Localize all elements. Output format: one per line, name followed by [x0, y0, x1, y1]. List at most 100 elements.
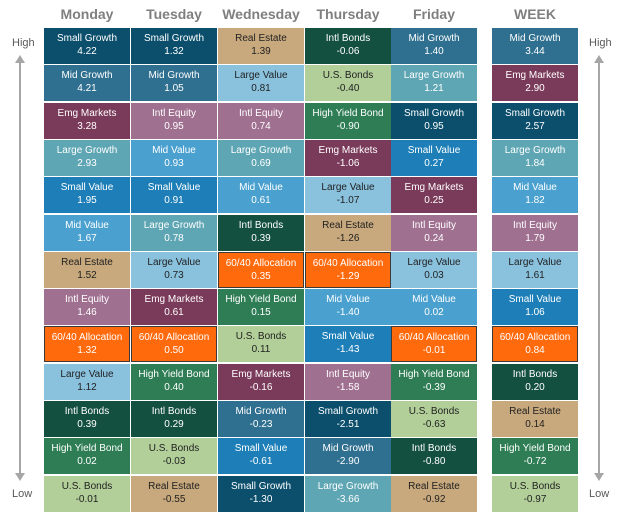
asset-return-value: 2.90 [525, 83, 545, 95]
asset-return-value: -1.40 [336, 307, 360, 319]
asset-cell: Intl Bonds 0.39 [218, 214, 304, 251]
asset-return-value: 0.61 [251, 195, 271, 207]
asset-name: Mid Growth [322, 443, 374, 455]
asset-return-value: 0.35 [251, 270, 271, 282]
asset-cell: Mid Value 0.02 [391, 289, 477, 326]
asset-cell: Emg Markets 3.28 [44, 102, 130, 139]
asset-return-value: -3.66 [336, 493, 360, 505]
asset-return-value: -0.16 [249, 381, 273, 393]
asset-return-value: 1.67 [77, 232, 97, 244]
asset-cell: Mid Value 0.93 [131, 139, 217, 176]
asset-return-value: 0.24 [424, 232, 444, 244]
asset-return-value: 4.22 [77, 46, 97, 57]
asset-return-value: -0.97 [523, 493, 547, 505]
asset-return-value: 2.93 [77, 157, 97, 169]
asset-return-value: 0.91 [164, 195, 184, 207]
low-label-left: Low [12, 488, 33, 500]
asset-name: Real Estate [322, 219, 374, 231]
asset-return-value: -1.43 [336, 344, 360, 356]
column-header: Wednesday [222, 6, 300, 22]
asset-cell: Mid Value 0.61 [218, 177, 304, 214]
asset-cell: Small Growth -1.30 [218, 475, 304, 512]
asset-name: Mid Value [65, 219, 109, 231]
asset-return-value: 0.25 [424, 195, 444, 207]
asset-cell: Small Growth 0.95 [391, 102, 477, 139]
asset-name: Emg Markets [318, 144, 378, 156]
asset-name: Mid Value [326, 294, 370, 306]
asset-name: Intl Bonds [151, 406, 197, 417]
asset-cell: Emg Markets 2.90 [492, 65, 578, 102]
column-header: Monday [60, 6, 114, 22]
asset-name: Large Growth [403, 70, 465, 82]
asset-cell: Mid Growth -2.90 [305, 438, 391, 475]
asset-cell: Intl Bonds -0.80 [391, 438, 477, 475]
asset-return-value: 0.78 [164, 232, 184, 244]
asset-return-value: -0.40 [336, 83, 360, 95]
asset-return-value: -1.29 [336, 270, 360, 282]
column-header: Tuesday [146, 6, 202, 22]
asset-return-value: 0.95 [164, 120, 184, 132]
asset-name: Small Value [407, 144, 461, 156]
asset-cell: 60/40 Allocation 0.50 [131, 326, 217, 363]
asset-name: 60/40 Allocation [499, 332, 571, 344]
arrow-up-icon [594, 55, 604, 63]
asset-return-value: -1.06 [336, 157, 360, 169]
asset-return-value: 1.52 [77, 269, 97, 281]
asset-return-value: -0.01 [422, 345, 446, 357]
asset-name: High Yield Bond [51, 443, 123, 455]
asset-cell: High Yield Bond 0.40 [131, 363, 217, 400]
asset-name: Small Value [321, 331, 375, 343]
asset-name: U.S. Bonds [408, 406, 460, 417]
asset-cell: Intl Equity 1.79 [492, 214, 578, 251]
asset-name: Emg Markets [57, 107, 117, 119]
asset-cell: Real Estate -0.92 [391, 475, 477, 512]
asset-return-value: -0.01 [75, 493, 99, 505]
asset-return-value: 1.40 [424, 46, 444, 57]
asset-return-value: -0.72 [523, 456, 547, 468]
asset-name: Intl Bonds [238, 219, 284, 231]
column-header: Thursday [316, 6, 380, 22]
asset-name: Large Growth [143, 219, 205, 231]
asset-name: Small Growth [403, 107, 464, 119]
asset-name: Real Estate [408, 480, 460, 492]
asset-cell: High Yield Bond -0.90 [305, 102, 391, 139]
asset-cell: Large Growth 1.84 [492, 139, 578, 176]
asset-name: U.S. Bonds [235, 331, 287, 343]
asset-name: U.S. Bonds [322, 70, 374, 82]
asset-name: Intl Equity [65, 294, 109, 306]
asset-cell: Small Value 1.06 [492, 289, 578, 326]
asset-return-value: 1.39 [251, 46, 271, 57]
asset-cell: 60/40 Allocation 0.84 [492, 326, 578, 363]
asset-cell: Emg Markets 0.25 [391, 177, 477, 214]
low-label-right: Low [589, 488, 610, 500]
asset-name: Mid Growth [235, 406, 287, 417]
asset-return-value: 0.50 [164, 345, 184, 357]
asset-name: Real Estate [148, 480, 200, 492]
column-header: WEEK [514, 6, 556, 22]
asset-return-value: -2.90 [336, 456, 360, 468]
asset-return-value: 1.84 [525, 157, 545, 169]
high-label-right: High [589, 37, 612, 49]
asset-name: Intl Equity [412, 219, 456, 231]
asset-cell: High Yield Bond -0.72 [492, 438, 578, 475]
asset-name: Large Value [60, 368, 114, 380]
asset-cell: Intl Equity 0.24 [391, 214, 477, 251]
asset-cell: Real Estate 1.52 [44, 251, 130, 288]
asset-return-value: 1.61 [525, 269, 545, 281]
asset-name: Real Estate [235, 33, 287, 44]
asset-return-value: 0.20 [525, 381, 545, 393]
asset-return-value: -0.92 [422, 493, 446, 505]
asset-name: Small Growth [317, 406, 378, 417]
asset-return-value: 0.84 [525, 345, 545, 357]
asset-name: Real Estate [61, 256, 113, 268]
asset-cell: U.S. Bonds -0.97 [492, 475, 578, 512]
asset-cell: U.S. Bonds 0.11 [218, 326, 304, 363]
asset-return-value: 0.27 [424, 157, 444, 169]
asset-return-value: 0.93 [164, 157, 184, 169]
asset-name: Small Value [508, 294, 562, 306]
ranking-arrow-left [15, 55, 25, 481]
column-header: Friday [412, 6, 455, 22]
asset-name: Mid Growth [509, 33, 561, 44]
asset-cell: U.S. Bonds -0.40 [305, 65, 391, 102]
asset-return-value: 0.39 [77, 419, 97, 430]
